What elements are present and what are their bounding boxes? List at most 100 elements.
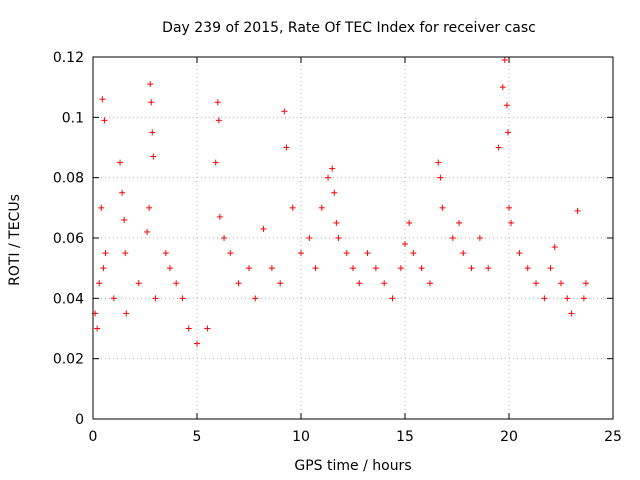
data-point — [283, 144, 290, 151]
x-tick-label: 25 — [604, 429, 622, 445]
data-point — [146, 204, 153, 211]
data-point — [101, 117, 108, 124]
data-point — [246, 265, 252, 272]
data-point — [119, 189, 126, 196]
data-point — [185, 325, 192, 332]
data-point — [372, 265, 379, 272]
y-tick-label: 0.1 — [62, 110, 84, 126]
data-point — [162, 250, 169, 257]
data-point — [437, 174, 444, 181]
data-point — [426, 280, 433, 287]
data-point — [468, 265, 475, 272]
data-point — [215, 117, 222, 124]
data-point — [568, 310, 575, 317]
data-point — [204, 325, 211, 332]
data-point — [252, 295, 259, 302]
data-point — [99, 96, 106, 103]
data-point — [533, 280, 540, 287]
data-point — [406, 219, 413, 226]
data-point — [148, 99, 155, 106]
data-point — [277, 280, 284, 287]
x-tick-label: 5 — [193, 429, 202, 445]
data-point — [506, 204, 512, 211]
data-point — [268, 265, 275, 272]
data-point — [476, 235, 483, 241]
y-tick-label: 0.12 — [53, 50, 84, 66]
data-point — [94, 325, 101, 332]
data-point — [221, 235, 228, 241]
data-point — [306, 235, 313, 241]
data-point — [147, 81, 154, 88]
data-point — [122, 250, 129, 257]
data-point — [499, 84, 506, 91]
data-point — [298, 250, 304, 257]
data-point — [179, 295, 186, 302]
data-point — [227, 250, 234, 257]
data-point — [110, 295, 117, 302]
chart-title: Day 239 of 2015, Rate Of TEC Index for r… — [162, 20, 536, 36]
x-tick-label: 10 — [292, 429, 310, 445]
data-point — [551, 244, 558, 251]
data-point — [364, 250, 371, 257]
x-axis-label: GPS time / hours — [294, 458, 411, 474]
data-point — [173, 280, 180, 287]
data-point — [356, 280, 363, 287]
data-point — [312, 265, 319, 272]
data-point — [516, 250, 523, 257]
data-point — [547, 265, 554, 272]
data-point — [504, 129, 511, 136]
y-tick-label: 0.02 — [53, 352, 84, 368]
data-point — [144, 228, 151, 235]
x-tick-label: 15 — [396, 429, 414, 445]
data-point — [335, 235, 342, 241]
data-point — [123, 310, 130, 317]
data-points — [92, 57, 589, 347]
data-point — [150, 153, 157, 160]
data-point — [402, 241, 408, 248]
y-tick-label: 0.06 — [53, 231, 84, 247]
data-point — [580, 295, 587, 302]
data-point — [135, 280, 142, 287]
data-point — [281, 108, 288, 115]
data-point — [329, 165, 336, 172]
data-point — [333, 219, 340, 226]
data-point — [435, 159, 442, 166]
x-tick-label: 0 — [89, 429, 98, 445]
tick-layer: 0 0.02 0.04 0.06 0.08 0.1 0.12 0 5 10 15 20 25 — [53, 50, 622, 445]
data-point — [214, 99, 221, 106]
data-point — [574, 207, 581, 214]
data-point — [485, 265, 492, 272]
data-point — [410, 250, 417, 257]
data-point — [564, 295, 571, 302]
data-point — [541, 295, 548, 302]
data-point — [439, 204, 446, 211]
data-point — [558, 280, 564, 287]
data-point — [456, 219, 463, 226]
data-point — [102, 250, 109, 257]
y-tick-label: 0.08 — [53, 171, 84, 187]
data-point — [194, 340, 200, 347]
y-axis-label: ROTI / TECUs — [7, 194, 23, 286]
data-point — [495, 144, 502, 151]
data-point — [460, 250, 467, 257]
data-point — [152, 295, 159, 302]
data-point — [524, 265, 531, 272]
y-tick-label: 0.04 — [53, 291, 84, 307]
data-point — [381, 280, 388, 287]
data-point — [508, 219, 515, 226]
data-point — [289, 204, 296, 211]
data-point — [331, 189, 338, 196]
data-point — [121, 216, 128, 223]
data-point — [582, 280, 589, 287]
data-point — [100, 265, 107, 272]
data-point — [260, 225, 267, 232]
grid-layer — [93, 57, 613, 419]
data-point — [418, 265, 425, 272]
data-point — [98, 204, 105, 211]
data-point — [501, 57, 508, 64]
data-point — [212, 159, 219, 166]
data-point — [397, 265, 404, 272]
data-point — [149, 129, 156, 136]
y-tick-label: 0 — [75, 412, 84, 428]
